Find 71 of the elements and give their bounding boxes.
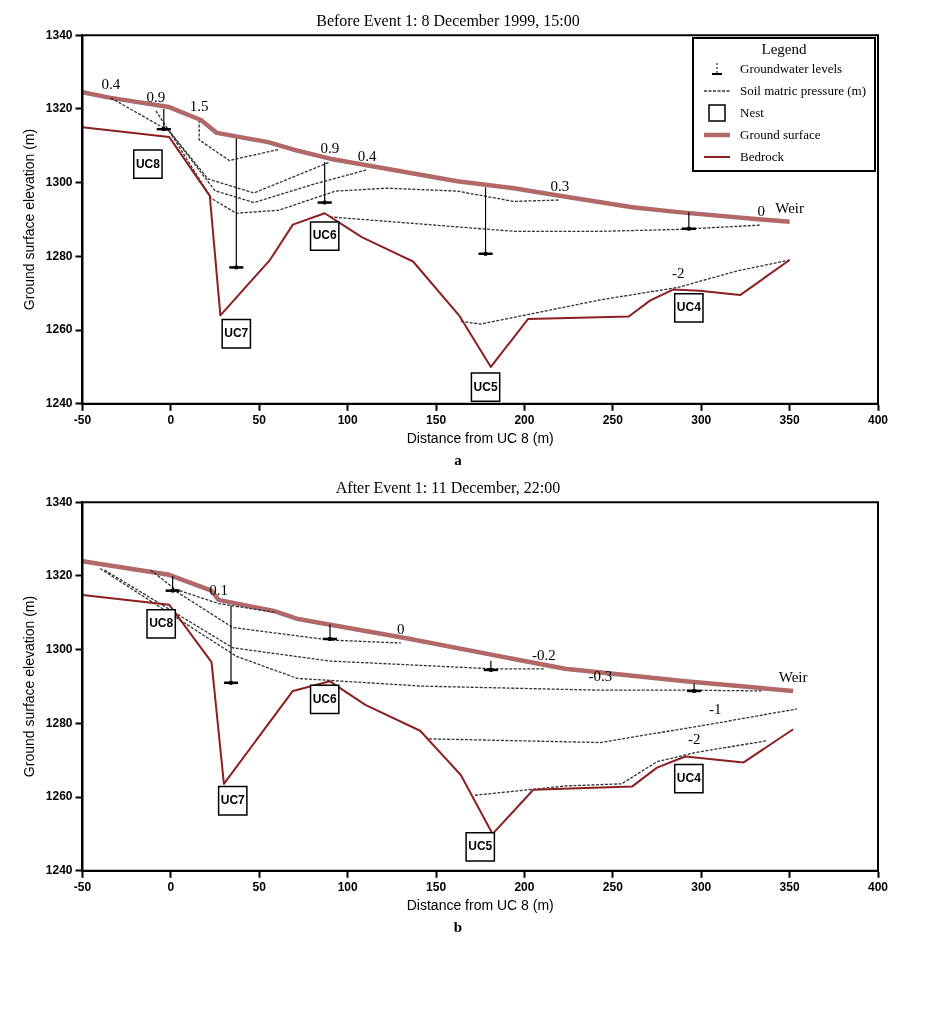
x-axis-title: Distance from UC 8 (m) <box>406 430 554 447</box>
data-label: UC8 <box>135 156 161 171</box>
annotation: Weir <box>778 668 808 685</box>
annotation: -1 <box>709 701 722 718</box>
legend-label: Soil matric pressure (m) <box>740 83 866 100</box>
data-label: UC7 <box>220 793 246 808</box>
annotation: -0.2 <box>532 646 556 663</box>
y-axis-title: Ground surface elevation (m) <box>21 128 38 311</box>
data-label: UC4 <box>676 300 702 315</box>
text: a <box>453 452 463 469</box>
annotation: 1.5 <box>189 97 209 114</box>
x-tick-label: -50 <box>73 413 92 428</box>
data-label: UC6 <box>312 228 338 243</box>
data-label: UC5 <box>473 379 498 394</box>
x-tick-label: 200 <box>514 413 535 428</box>
x-tick-label: -50 <box>73 880 92 895</box>
data-label: UC4 <box>676 770 702 785</box>
x-tick-label: 100 <box>337 413 358 428</box>
x-tick-label: 250 <box>602 880 624 895</box>
annotation: -2 <box>687 730 701 747</box>
legend-label: Bedrock <box>740 149 785 166</box>
x-tick-label: 50 <box>252 413 267 428</box>
annotation: 0 <box>396 620 405 637</box>
x-tick-label: 150 <box>426 413 447 428</box>
legend-title: Legend <box>760 41 808 59</box>
y-axis-title: Ground surface elevation (m) <box>21 595 38 778</box>
y-tick-label: 1300 <box>45 641 73 656</box>
y-tick-label: 1300 <box>45 174 73 189</box>
y-tick-label: 1280 <box>45 248 73 263</box>
y-tick-label: 1320 <box>45 568 73 583</box>
data-label: UC8 <box>149 616 174 631</box>
chart-title: After Event 1: 11 December, 22:00 <box>335 478 561 496</box>
y-tick-label: 1340 <box>45 27 73 42</box>
x-tick-label: 400 <box>867 413 889 428</box>
y-tick-label: 1280 <box>45 715 73 730</box>
annotation: 0.3 <box>550 177 570 194</box>
annotation: 0.9 <box>146 88 166 105</box>
x-tick-label: 350 <box>779 413 800 428</box>
x-tick-label: 350 <box>779 880 800 895</box>
x-tick-label: 0 <box>167 413 175 428</box>
data-label: UC6 <box>312 691 338 706</box>
x-tick-label: 300 <box>691 413 712 428</box>
legend-label: Ground surface <box>740 127 821 144</box>
legend-label: Nest <box>740 105 764 122</box>
y-tick-label: 1340 <box>45 494 73 509</box>
x-tick-label: 200 <box>514 880 535 895</box>
y-tick-label: 1240 <box>45 396 73 411</box>
chart-title: Before Event 1: 8 December 1999, 15:00 <box>316 11 580 29</box>
annotation: 0.9 <box>320 139 340 156</box>
x-tick-label: 300 <box>691 880 712 895</box>
x-tick-label: 400 <box>867 880 889 895</box>
data-label: UC7 <box>224 326 249 341</box>
annotation: -2 <box>671 265 685 282</box>
x-tick-label: 150 <box>426 880 447 895</box>
annotation: 0.4 <box>357 147 377 164</box>
annotation: 0.1 <box>209 581 228 598</box>
data-label: UC5 <box>468 839 493 854</box>
x-tick-label: 0 <box>167 880 175 895</box>
annotation: 0.4 <box>101 75 121 92</box>
x-axis-title: Distance from UC 8 (m) <box>406 897 554 914</box>
legend-label: Groundwater levels <box>740 61 843 78</box>
y-tick-label: 1320 <box>45 101 73 116</box>
y-tick-label: 1260 <box>45 322 73 337</box>
y-tick-label: 1260 <box>45 789 73 804</box>
annotation: Weir <box>775 199 804 216</box>
x-tick-label: 250 <box>602 413 624 428</box>
x-tick-label: 50 <box>252 880 267 895</box>
y-tick-label: 1240 <box>45 863 73 878</box>
annotation: 0 <box>757 202 766 219</box>
x-tick-label: 100 <box>337 880 358 895</box>
text: b <box>452 919 464 936</box>
